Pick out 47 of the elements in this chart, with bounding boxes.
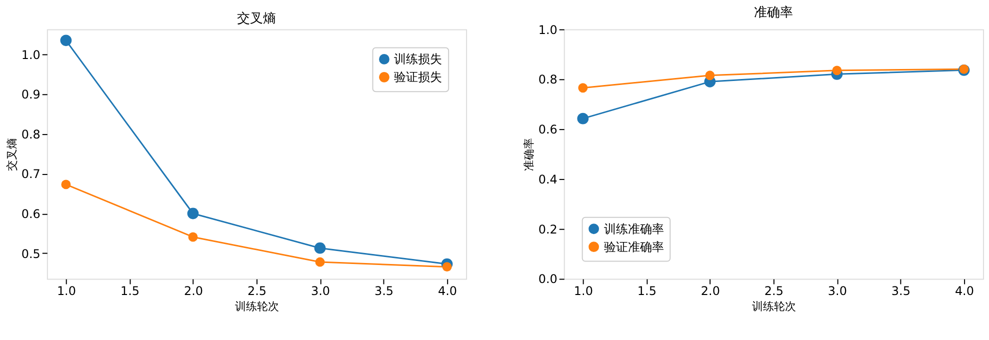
y-tick-label: 0.6: [21, 206, 40, 221]
x-tick-label: 4.0: [438, 284, 458, 298]
y-tick-label: 0.2: [538, 222, 558, 236]
x-tick-label: 1.5: [120, 284, 140, 298]
y-tick-label: 0.6: [538, 122, 558, 137]
chart-title: 准确率: [754, 4, 793, 20]
x-tick-label: 2.5: [764, 284, 784, 298]
point: [187, 208, 199, 220]
x-axis-title: 训练轮次: [234, 300, 279, 314]
point: [61, 180, 71, 190]
x-tick-label: 3.5: [374, 284, 394, 298]
x-tick-label: 1.0: [574, 284, 593, 298]
point: [315, 257, 325, 267]
point: [705, 70, 715, 80]
legend-label: 验证准确率: [604, 240, 664, 254]
y-tick-label: 0.5: [21, 246, 40, 261]
point: [442, 262, 452, 272]
y-tick-label: 0.0: [538, 272, 558, 286]
chart-title: 交叉熵: [236, 10, 276, 26]
x-tick-label: 1.5: [637, 284, 656, 298]
x-tick-label: 2.0: [184, 284, 203, 298]
point: [188, 232, 198, 242]
y-tick-label: 0.8: [21, 127, 40, 142]
legend-label: 训练准确率: [604, 222, 664, 236]
y-tick-label: 0.7: [21, 167, 40, 182]
y-axis-title: 准确率: [522, 138, 536, 172]
x-tick-label: 2.5: [247, 284, 267, 298]
x-tick-label: 3.5: [891, 284, 910, 298]
x-tick-label: 3.0: [828, 284, 847, 298]
point: [314, 242, 326, 254]
point: [577, 112, 589, 124]
y-axis-title: 交叉熵: [5, 138, 18, 172]
y-tick-label: 1.0: [21, 48, 40, 62]
point: [60, 34, 72, 46]
y-tick-label: 0.4: [538, 172, 558, 186]
y-tick-label: 0.8: [538, 72, 558, 87]
y-tick-label: 0.9: [21, 88, 40, 102]
point: [832, 66, 842, 76]
y-tick-label: 1.0: [538, 22, 558, 37]
x-tick-label: 2.0: [700, 284, 720, 298]
legend-label: 训练损失: [394, 52, 442, 66]
x-tick-label: 1.0: [56, 284, 76, 298]
x-tick-label: 4.0: [954, 284, 974, 298]
x-axis-title: 训练轮次: [752, 300, 796, 314]
point: [578, 83, 588, 93]
legend-label: 验证损失: [394, 70, 442, 84]
x-tick-label: 3.0: [310, 284, 330, 298]
